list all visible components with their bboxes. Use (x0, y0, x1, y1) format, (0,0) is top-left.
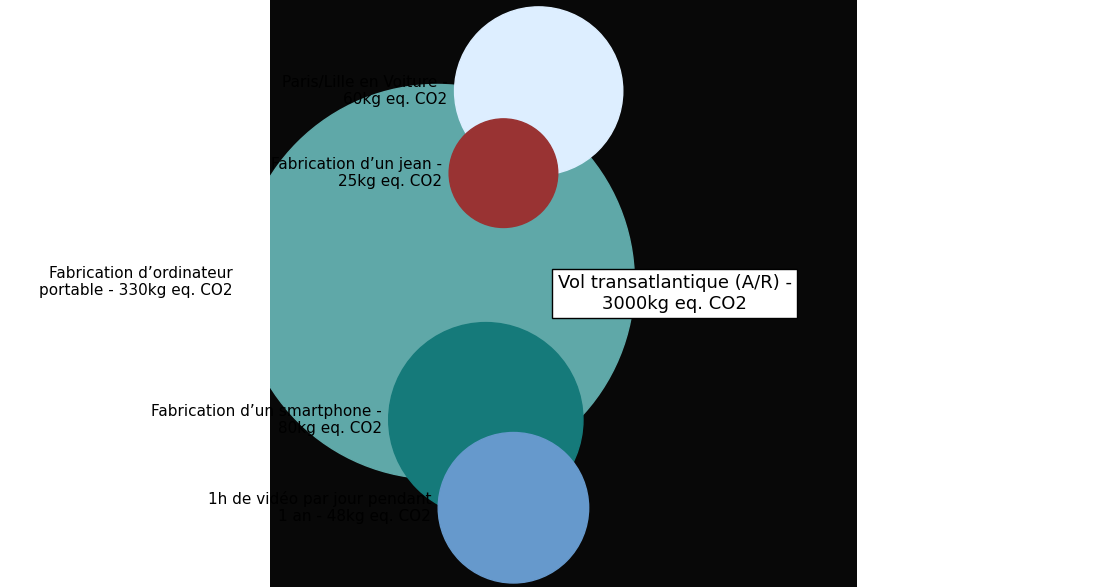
Circle shape (98, 0, 1108, 587)
Text: Fabrication d’un smartphone -
80kg eq. CO2: Fabrication d’un smartphone - 80kg eq. C… (151, 403, 381, 436)
Circle shape (239, 85, 635, 479)
Text: Paris/Lille en Voiture -
60kg eq. CO2: Paris/Lille en Voiture - 60kg eq. CO2 (281, 75, 448, 107)
Text: 1h de vidéo par jour pendant
1 an - 48kg eq. CO2: 1h de vidéo par jour pendant 1 an - 48kg… (207, 491, 431, 524)
Text: Vol transatlantique (A/R) -
3000kg eq. CO2: Vol transatlantique (A/R) - 3000kg eq. C… (557, 274, 792, 313)
Circle shape (454, 7, 623, 175)
Circle shape (449, 119, 557, 228)
Circle shape (389, 323, 583, 517)
Circle shape (438, 433, 588, 583)
Text: Fabrication d’un jean -
25kg eq. CO2: Fabrication d’un jean - 25kg eq. CO2 (271, 157, 442, 190)
Text: Fabrication d’ordinateur
portable - 330kg eq. CO2: Fabrication d’ordinateur portable - 330k… (39, 265, 233, 298)
